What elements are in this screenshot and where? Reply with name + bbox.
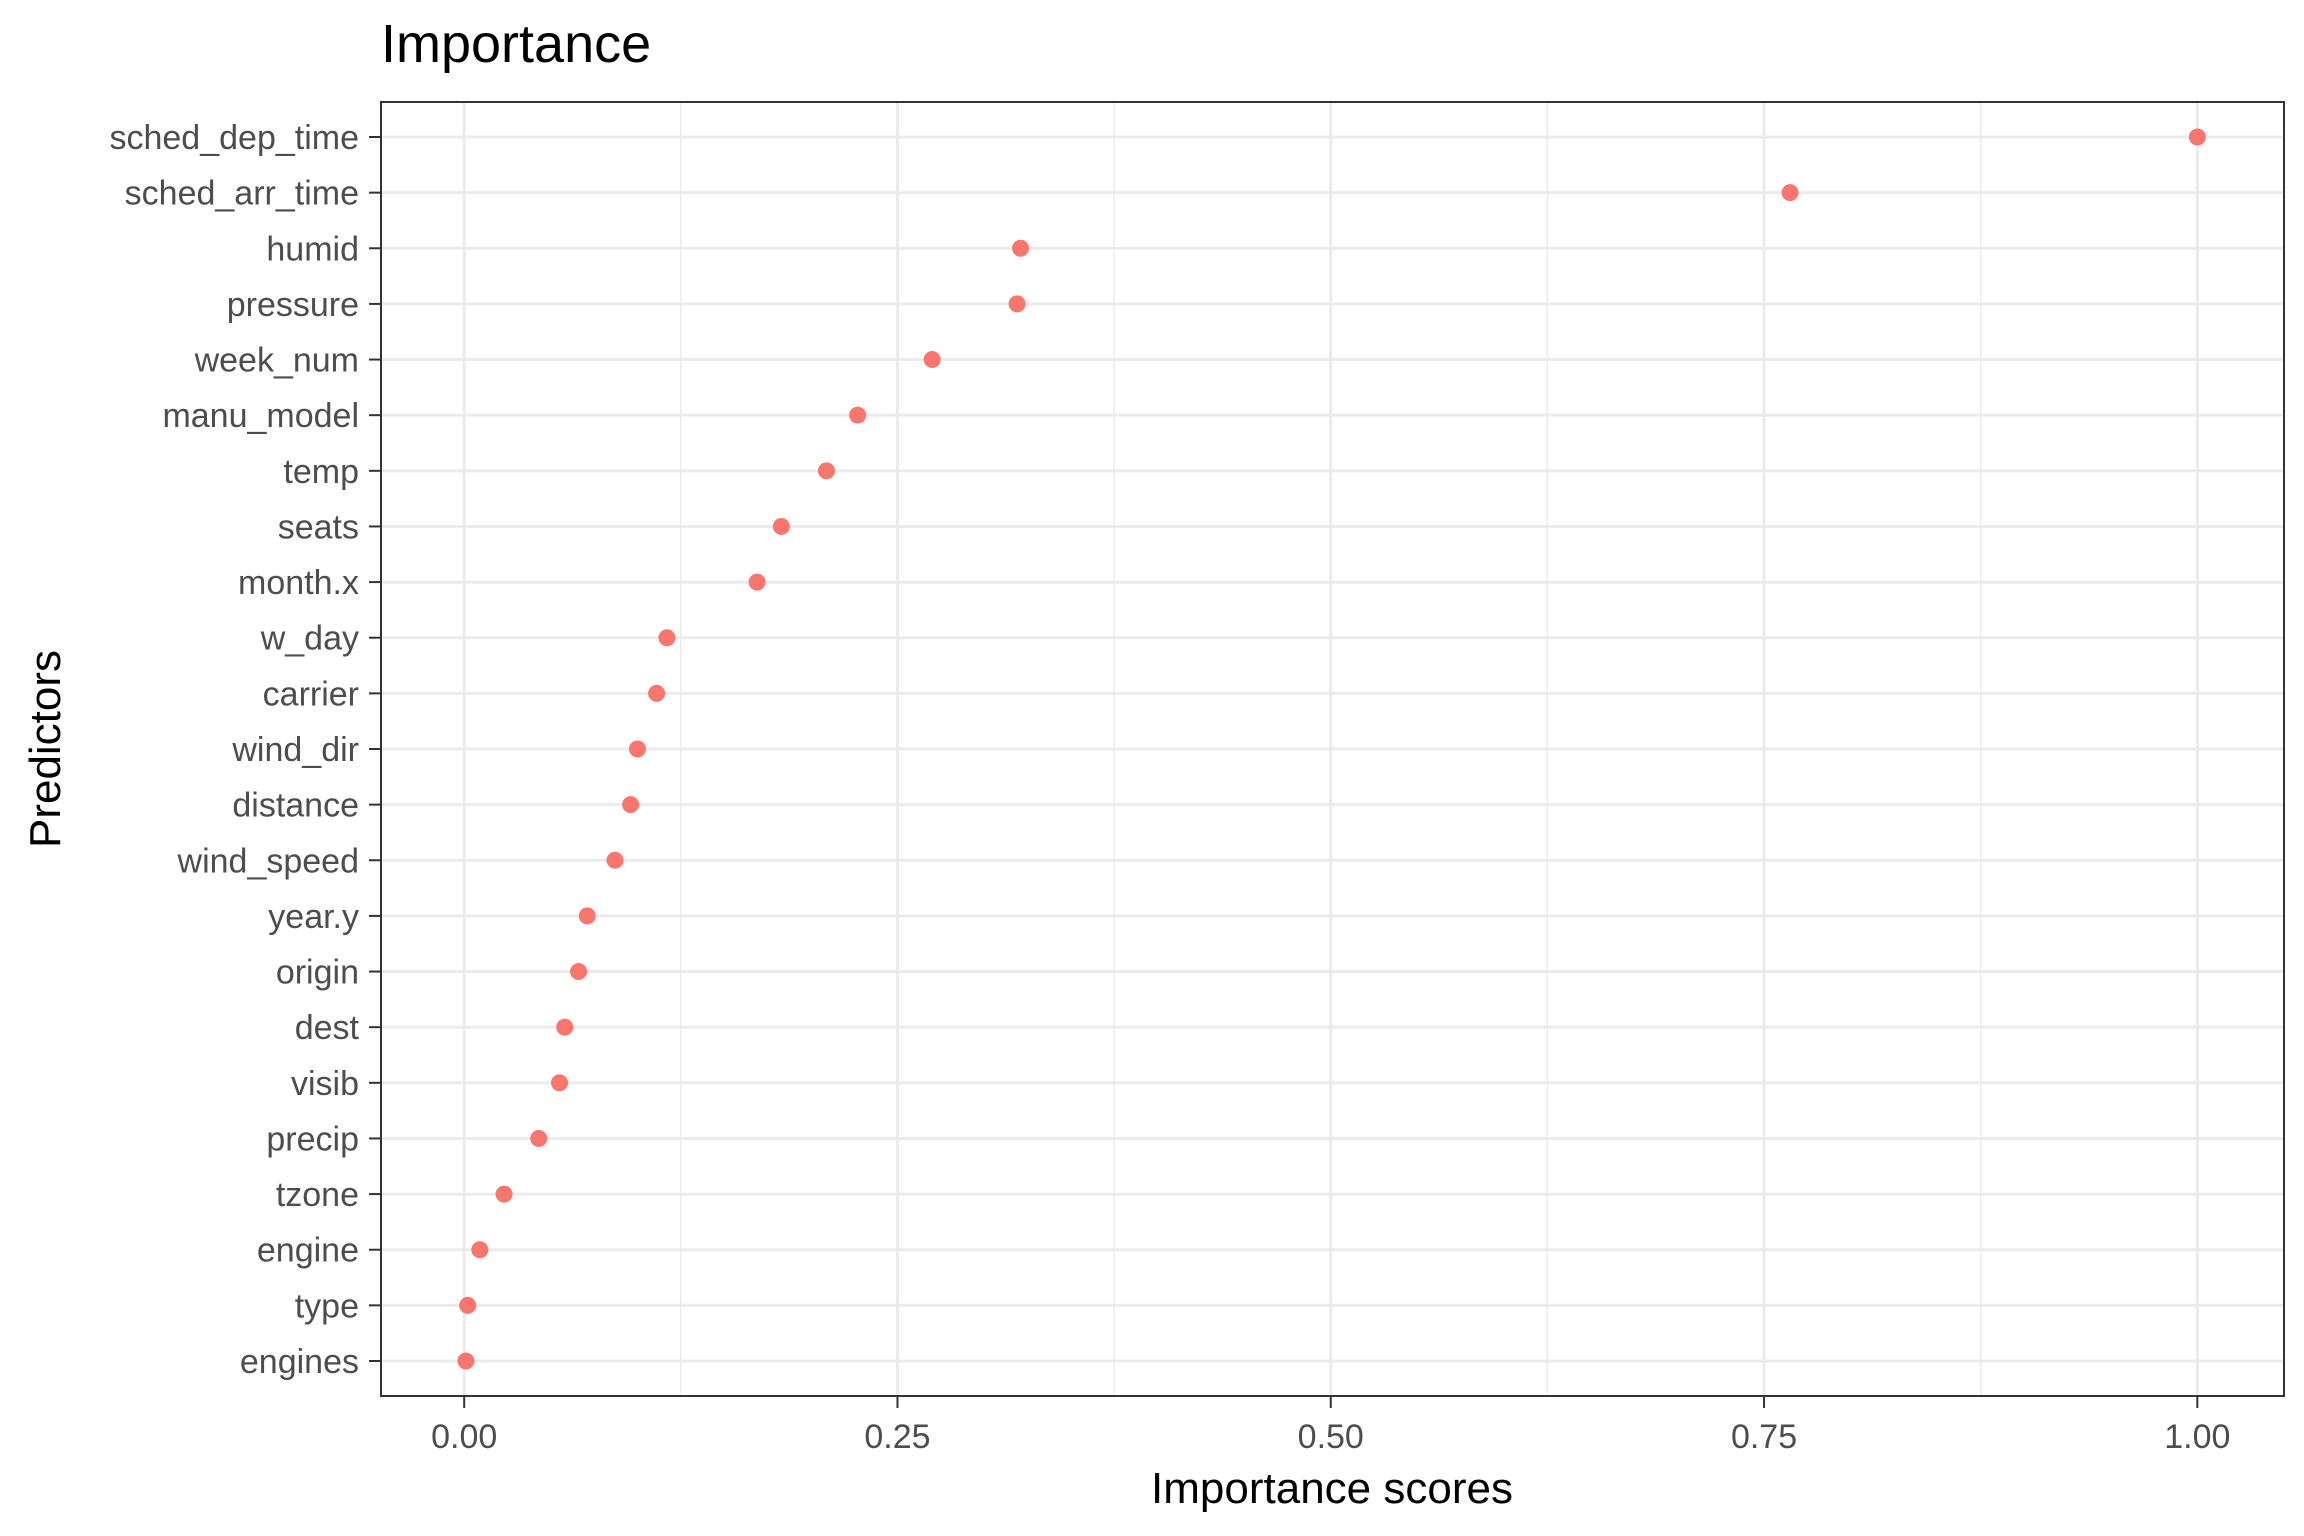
y-tick-label: pressure	[227, 286, 359, 324]
data-point	[772, 517, 790, 535]
data-point	[551, 1074, 569, 1092]
y-tick-label: manu_model	[162, 397, 359, 435]
data-point	[648, 684, 666, 702]
y-tick-label: year.y	[268, 898, 359, 936]
y-tick-label: sched_dep_time	[109, 119, 359, 157]
data-point	[658, 629, 676, 647]
y-tick-label: origin	[276, 954, 359, 992]
data-point	[530, 1129, 548, 1147]
data-point	[622, 796, 640, 814]
data-point	[606, 851, 624, 869]
data-points	[457, 128, 2206, 1370]
y-tick-label: seats	[278, 508, 359, 546]
y-tick-label: tzone	[276, 1176, 359, 1214]
x-tick-label: 0.75	[1731, 1418, 1797, 1456]
y-tick-label: precip	[266, 1120, 359, 1158]
y-tick-label: sched_arr_time	[125, 175, 359, 213]
data-point	[570, 963, 588, 981]
y-tick-label: carrier	[263, 675, 359, 713]
y-tick-label: type	[295, 1287, 359, 1325]
y-tick-label: month.x	[238, 564, 359, 602]
chart-title: Importance	[381, 14, 651, 74]
data-point	[495, 1185, 513, 1203]
x-tick-label: 0.50	[1298, 1418, 1364, 1456]
data-point	[923, 351, 941, 369]
x-axis: 0.00 0.25 0.50 0.75 1.00	[431, 1396, 2230, 1456]
y-axis-title: Predictors	[21, 650, 70, 848]
data-point	[556, 1018, 574, 1036]
data-point	[459, 1296, 477, 1314]
y-tick-label: visib	[291, 1065, 359, 1103]
y-tick-label: wind_dir	[231, 731, 359, 769]
x-tick-label: 0.00	[431, 1418, 497, 1456]
data-point	[748, 573, 766, 591]
y-tick-label: humid	[266, 230, 359, 268]
x-tick-label: 0.25	[864, 1418, 930, 1456]
data-point	[629, 740, 647, 758]
data-point	[2188, 128, 2206, 146]
x-tick-label: 1.00	[2164, 1418, 2230, 1456]
x-axis-title: Importance scores	[1151, 1464, 1513, 1513]
data-point	[1008, 295, 1026, 313]
y-tick-label: week_num	[194, 342, 359, 380]
y-tick-label: wind_speed	[177, 842, 359, 880]
major-gridlines	[381, 102, 2284, 1396]
data-point	[457, 1352, 475, 1370]
data-point	[1012, 239, 1030, 257]
y-tick-label: distance	[232, 787, 359, 825]
data-point	[471, 1241, 489, 1259]
y-tick-label: engines	[240, 1343, 359, 1381]
y-tick-label: temp	[283, 453, 359, 491]
data-point	[578, 907, 596, 925]
data-point	[1781, 184, 1799, 202]
data-point	[849, 406, 867, 424]
y-tick-label: dest	[295, 1009, 360, 1047]
data-point	[817, 462, 835, 480]
y-tick-label: w_day	[260, 620, 359, 658]
y-tick-label: engine	[257, 1232, 359, 1270]
